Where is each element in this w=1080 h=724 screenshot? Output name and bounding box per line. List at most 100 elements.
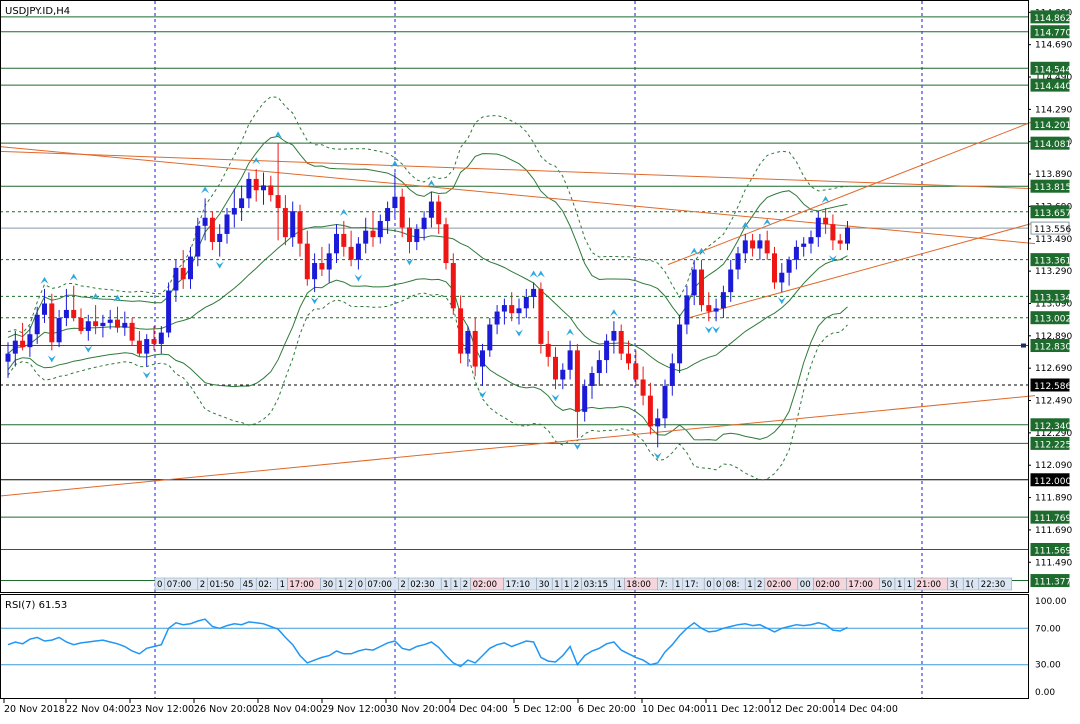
fractal-down-97 <box>712 326 721 334</box>
fractal-up-77 <box>566 328 575 336</box>
fractal-down-11 <box>84 345 93 353</box>
candle-body-21 <box>158 332 164 344</box>
fractal-up-5 <box>40 276 49 284</box>
fractal-down-6 <box>47 355 56 363</box>
candle-body-91 <box>669 363 675 386</box>
candle-body-36 <box>268 185 274 196</box>
level-label-box-15 <box>1030 436 1070 450</box>
session-cell-32: 08: <box>726 580 740 590</box>
time-label-0: 20 Nov 2018 <box>4 704 65 715</box>
fractal-up-112 <box>821 196 830 204</box>
level-label-box-16 <box>1030 473 1070 487</box>
level-label-box-3 <box>1030 78 1070 92</box>
candle-body-41 <box>304 243 310 280</box>
candle-body-77 <box>567 350 573 370</box>
time-label-4: 28 Nov 04:00 <box>258 704 322 715</box>
candle-body-19 <box>144 339 150 354</box>
session-cell-33: 1 <box>747 580 752 590</box>
candle-body-68 <box>501 305 507 312</box>
candle-body-45 <box>334 233 339 254</box>
candle-body-75 <box>553 356 558 380</box>
rsi-tick-30.00: 30.00 <box>1035 661 1061 671</box>
level-label-7: 113.657 <box>1034 209 1071 219</box>
candle-body-16 <box>122 322 128 328</box>
time-label-1: 22 Nov 04:00 <box>66 704 130 715</box>
candle-body-3 <box>27 334 33 348</box>
session-cell-40: 1 <box>897 580 902 590</box>
fractal-up-58 <box>427 179 436 187</box>
price-marker <box>1021 343 1026 348</box>
candle-body-0 <box>5 353 11 362</box>
candle-body-98 <box>720 292 726 309</box>
candle-body-6 <box>49 303 55 343</box>
fractal-up-27 <box>201 186 210 194</box>
candle-body-15 <box>115 319 120 328</box>
candle-body-59 <box>436 201 442 225</box>
candle-body-26 <box>195 225 201 257</box>
candle-body-5 <box>42 303 47 315</box>
price-tick-113.290: 113.290 <box>1035 267 1072 277</box>
candle-body-17 <box>129 322 135 341</box>
session-cell-30: 0 <box>706 580 711 590</box>
candle-body-28 <box>209 217 215 243</box>
session-cell-42: 21:00 <box>917 580 942 590</box>
candle-body-99 <box>728 269 734 293</box>
rsi-label: RSI(7) 61.53 <box>5 600 67 611</box>
candle-body-27 <box>202 217 208 226</box>
session-cell-16: 1 <box>453 580 458 590</box>
level-label-12: 112.830 <box>1034 343 1071 353</box>
candle-body-106 <box>779 272 785 283</box>
candle-body-30 <box>224 214 230 234</box>
candle-body-31 <box>231 208 237 215</box>
candle-body-86 <box>633 363 639 380</box>
level-label-17: 111.769 <box>1034 514 1071 524</box>
level-label-box-4 <box>1030 117 1070 131</box>
candle-body-44 <box>326 253 332 270</box>
rsi-tick-100.00: 100.00 <box>1035 597 1067 607</box>
session-cell-14: 02:30 <box>410 580 435 590</box>
fractal-down-113 <box>828 255 837 263</box>
fractal-down-48 <box>354 274 363 282</box>
candle-body-49 <box>363 230 369 244</box>
candle-body-107 <box>786 259 792 273</box>
time-label-13: 14 Dec 04:00 <box>834 704 898 715</box>
price-tick-112.490: 112.490 <box>1035 397 1072 407</box>
level-label-box-6 <box>1030 179 1070 193</box>
rsi-tick-70.00: 70.00 <box>1035 624 1061 634</box>
candle-body-70 <box>516 308 522 314</box>
candle-body-84 <box>618 330 624 354</box>
session-cell-17: 2 <box>463 580 468 590</box>
price-tick-112.890: 112.890 <box>1035 332 1072 342</box>
time-label-7: 4 Dec 04:00 <box>450 704 508 715</box>
trendline-3 <box>687 222 1036 319</box>
candle-body-12 <box>93 321 99 327</box>
candle-body-8 <box>63 309 69 319</box>
candle-body-13 <box>100 322 106 327</box>
candle-body-72 <box>531 288 537 297</box>
level-label-19: 111.377 <box>1034 578 1071 588</box>
level-label-box-7 <box>1030 205 1070 219</box>
time-label-11: 11 Dec 12:00 <box>706 704 770 715</box>
level-label-11: 113.002 <box>1034 315 1071 325</box>
band-lower <box>7 278 848 441</box>
level-label-10: 113.134 <box>1034 293 1071 303</box>
candle-body-43 <box>319 263 325 270</box>
candle-body-22 <box>166 290 172 333</box>
session-cell-11: 0 <box>358 580 363 590</box>
candle-body-101 <box>742 240 748 254</box>
candle-body-100 <box>735 253 741 270</box>
candle-body-110 <box>808 237 814 244</box>
candle-body-66 <box>487 324 493 351</box>
candle-body-82 <box>604 340 610 361</box>
candle-body-65 <box>480 350 485 367</box>
session-cell-4: 45 <box>243 580 254 590</box>
fractal-down-55 <box>405 258 414 266</box>
candle-body-11 <box>85 321 91 331</box>
candle-body-40 <box>297 211 303 244</box>
price-tick-111.690: 111.690 <box>1035 526 1072 536</box>
fractal-up-101 <box>741 221 750 229</box>
fractal-down-75 <box>551 394 560 402</box>
fractal-down-106 <box>777 297 786 305</box>
